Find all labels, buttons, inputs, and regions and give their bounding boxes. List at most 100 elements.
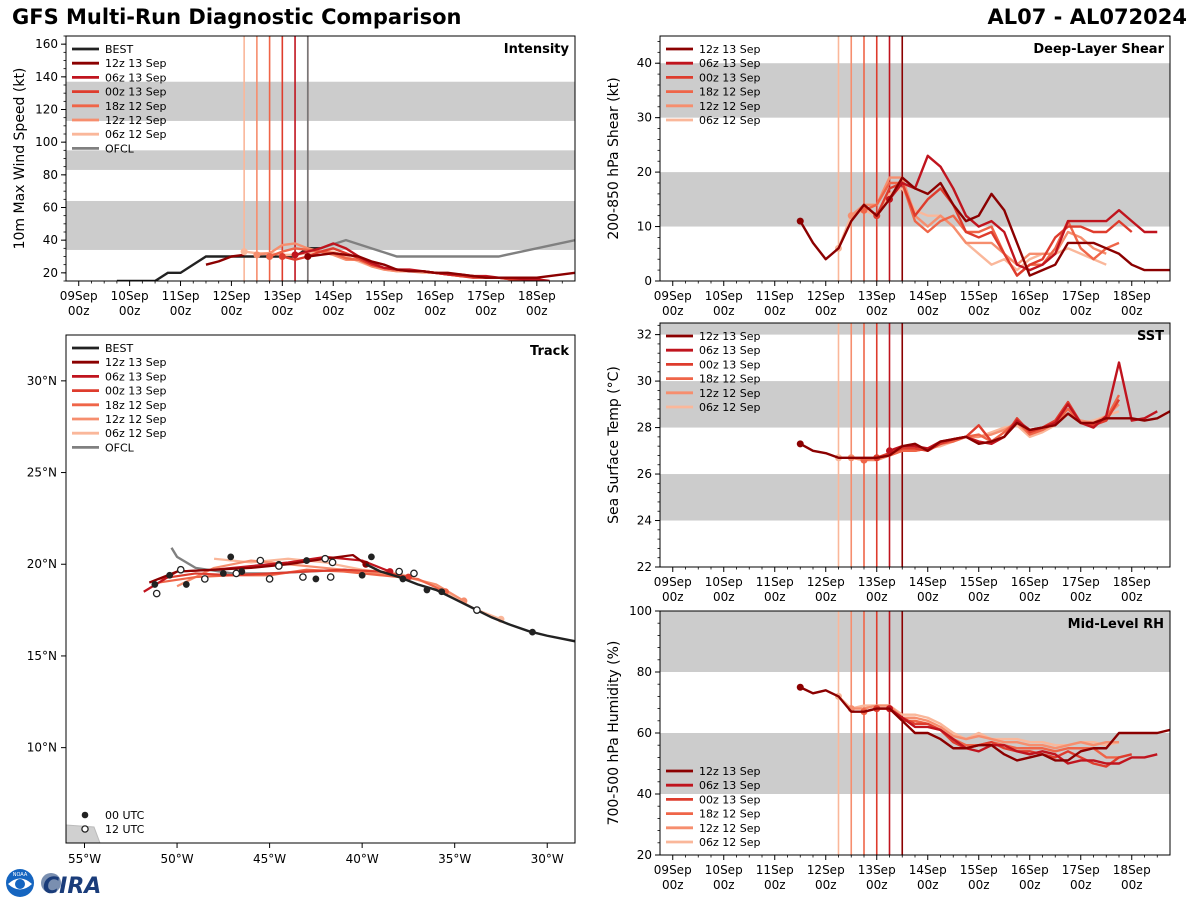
- intensity-ylabel: 10m Max Wind Speed (kt): [12, 68, 28, 250]
- sst-xtick-label-hour: 00z: [662, 590, 684, 604]
- sst-xtick-label: 11Sep: [756, 575, 794, 589]
- sst-xtick-label: 15Sep: [960, 575, 998, 589]
- intensity-xtick-label: 10Sep: [111, 289, 149, 303]
- rh-band: [660, 611, 1170, 672]
- sst-xtick-label-hour: 00z: [1121, 590, 1143, 604]
- intensity-series-start-point: [291, 251, 299, 259]
- rh-ytick-label: 20: [637, 848, 652, 862]
- intensity-xtick-label: 17Sep: [467, 289, 505, 303]
- track-marker-12utc: [299, 573, 307, 581]
- sst-xtick-label: 17Sep: [1062, 575, 1100, 589]
- track-xtick-label: 35°W: [438, 852, 471, 866]
- rh-xtick-label: 17Sep: [1062, 863, 1100, 877]
- intensity-plot-area: [66, 36, 575, 281]
- shear-xtick-label-hour: 00z: [917, 304, 939, 318]
- shear-ytick-label: 10: [637, 220, 652, 234]
- track-marker-12utc: [176, 565, 185, 574]
- track-marker-legend-12: [81, 825, 89, 833]
- noaa-logo-text: NOAA: [13, 872, 28, 878]
- sst-xtick-label: 16Sep: [1011, 575, 1049, 589]
- intensity-xtick-label-hour: 00z: [221, 304, 243, 318]
- shear-xtick-label-hour: 00z: [866, 304, 888, 318]
- track-ytick-label: 30°N: [27, 374, 57, 388]
- shear-xtick-label: 11Sep: [756, 289, 794, 303]
- sst-xtick-label-hour: 00z: [1019, 590, 1041, 604]
- track-marker-12utc: [328, 558, 337, 567]
- track-legend-label: 00z 13 Sep: [105, 385, 167, 398]
- noaa-logo: NOAA: [6, 869, 34, 897]
- track-marker-12utc: [275, 562, 283, 570]
- track-marker-00utc: [219, 570, 227, 577]
- track-marker-12utc: [473, 606, 481, 614]
- shear-xtick-label: 13Sep: [858, 289, 896, 303]
- track-ytick-label: 15°N: [27, 649, 57, 663]
- shear-band: [660, 63, 1170, 118]
- intensity-xtick-label-hour: 00z: [322, 304, 344, 318]
- track-plot-area: [66, 547, 575, 843]
- rh-xtick-label-hour: 00z: [968, 878, 990, 892]
- track-marker-00utc: [529, 628, 536, 636]
- intensity-ytick-label: 140: [35, 70, 58, 84]
- sst-legend-label: 06z 12 Sep: [699, 401, 761, 414]
- track-marker-legend-00: [81, 811, 89, 819]
- rh-legend-label: 06z 12 Sep: [699, 836, 761, 849]
- intensity-ytick-label: 80: [43, 168, 58, 182]
- shear-xtick-label-hour: 00z: [662, 304, 684, 318]
- shear-panel: 01020304009Sep00z10Sep00z11Sep00z12Sep00…: [606, 35, 1171, 318]
- intensity-xtick-label-hour: 00z: [119, 304, 141, 318]
- sst-ytick-label: 30: [637, 374, 652, 388]
- sst-xtick-label-hour: 00z: [968, 590, 990, 604]
- rh-xtick-label: 18Sep: [1113, 863, 1151, 877]
- rh-ytick-label: 80: [637, 665, 652, 679]
- shear-xtick-label-hour: 00z: [815, 304, 837, 318]
- sst-series-line: [799, 410, 1170, 459]
- intensity-xtick-label: 16Sep: [416, 289, 454, 303]
- sst-xtick-label-hour: 00z: [1070, 590, 1092, 604]
- sst-legend-label: 00z 13 Sep: [699, 358, 761, 371]
- shear-series-line: [875, 181, 1133, 277]
- sst-ytick-label: 22: [637, 560, 652, 574]
- rh-xtick-label: 14Sep: [909, 863, 947, 877]
- track-ytick-label: 20°N: [27, 557, 57, 571]
- track-legend-label: 06z 13 Sep: [105, 370, 167, 383]
- track-marker-12utc: [410, 569, 418, 578]
- shear-series-line: [888, 154, 1158, 272]
- track-panel: 55°W 50°W 45°W 40°W 35°W 30°W 10°N 15°N 20°N 25°N…: [27, 334, 576, 866]
- intensity-xtick-label-hour: 00z: [526, 304, 548, 318]
- intensity-xtick-label-hour: 00z: [272, 304, 294, 318]
- track-xtick-label: 45°W: [253, 852, 286, 866]
- track-marker-legend-12-label: 12 UTC: [105, 823, 145, 836]
- intensity-xtick-label: 13Sep: [263, 289, 301, 303]
- rh-legend-label: 18z 12 Sep: [699, 808, 761, 821]
- track-frame: [65, 334, 576, 844]
- intensity-ytick-label: 120: [35, 103, 58, 117]
- intensity-xtick-label: 12Sep: [212, 289, 250, 303]
- track-ytick-label: 25°N: [27, 466, 57, 480]
- rh-xtick-label-hour: 00z: [1121, 878, 1143, 892]
- track-marker-12utc: [152, 589, 161, 598]
- intensity-series-start-point: [278, 253, 286, 260]
- sst-ytick-label: 32: [637, 328, 652, 342]
- rh-xtick-label-hour: 00z: [1070, 878, 1092, 892]
- rh-legend-label: 06z 13 Sep: [699, 779, 761, 792]
- intensity-series-line: [282, 247, 537, 281]
- sst-xtick-label-hour: 00z: [764, 590, 786, 604]
- intensity-xtick-label-hour: 00z: [170, 304, 192, 318]
- track-xtick-label: 55°W: [68, 852, 101, 866]
- rh-xtick-label-hour: 00z: [662, 878, 684, 892]
- shear-ytick-label: 0: [644, 274, 652, 288]
- track-marker-12utc: [200, 575, 209, 583]
- sst-band: [660, 323, 1170, 335]
- rh-panel: 2040608010009Sep00z10Sep00z11Sep00z12Sep…: [606, 604, 1171, 892]
- intensity-xtick-label: 18Sep: [518, 289, 556, 303]
- sst-band: [660, 381, 1170, 428]
- track-marker-00utc: [399, 575, 407, 583]
- sst-series-start-point: [886, 447, 893, 455]
- track-series-line: [158, 568, 409, 581]
- rh-ytick-label: 60: [637, 726, 652, 740]
- intensity-series-start-point: [240, 248, 248, 256]
- rh-xtick-label-hour: 00z: [764, 878, 786, 892]
- sst-series-start-point: [796, 440, 804, 448]
- rh-xtick-label: 15Sep: [960, 863, 998, 877]
- sst-xtick-label-hour: 00z: [815, 590, 837, 604]
